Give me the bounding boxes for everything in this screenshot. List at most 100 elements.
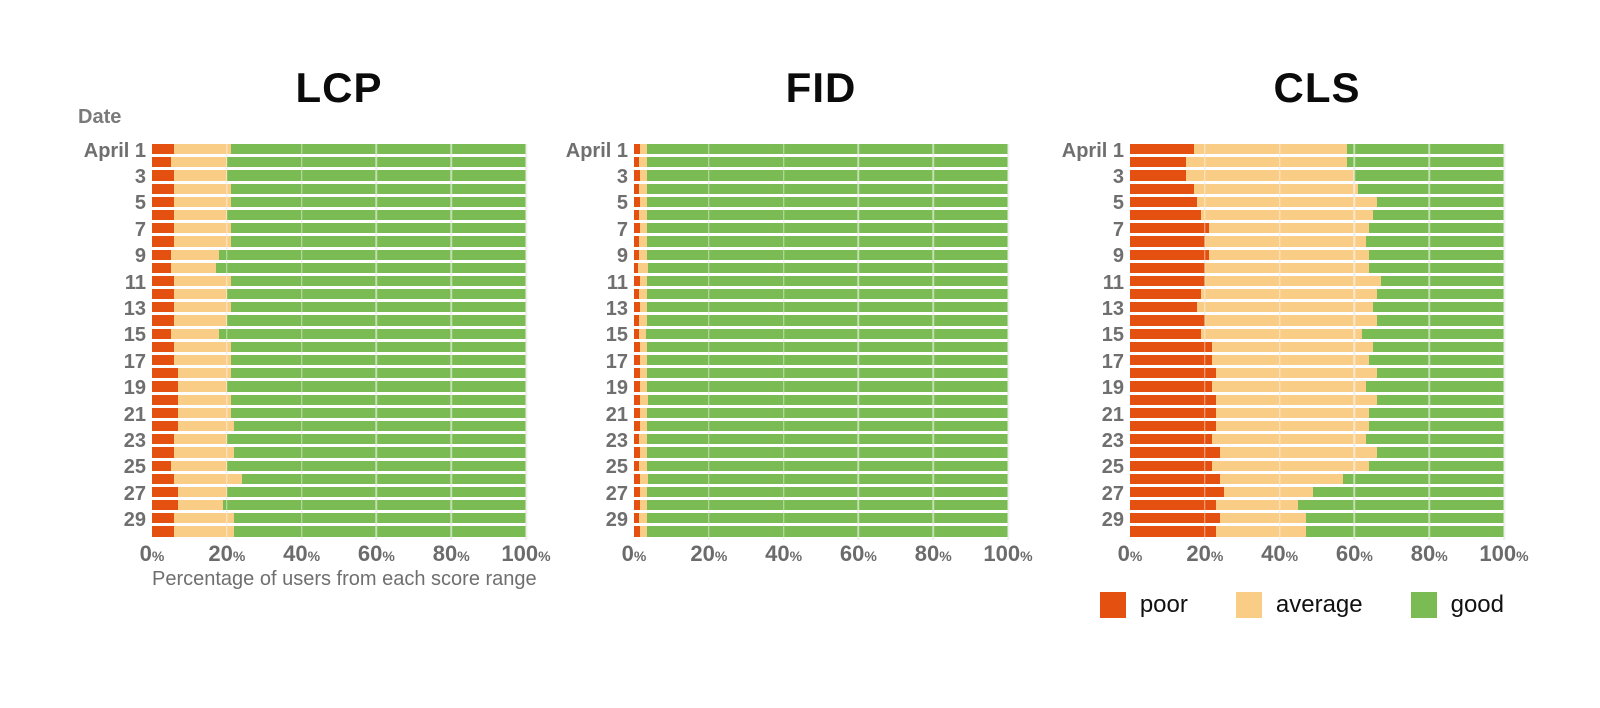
bar-segment-poor	[634, 473, 640, 484]
bar-segment-average	[1193, 144, 1347, 155]
bar-segment-average	[1193, 183, 1359, 194]
bar-segment-average	[1216, 420, 1370, 432]
y-tick-label: 13	[605, 298, 628, 320]
gridline-overlay	[226, 144, 228, 540]
bar-segment-average	[174, 315, 227, 326]
bar-segment-poor	[634, 341, 640, 352]
y-axis-labels: April 1 3 5 7 9 11 13 15 17 19 21 23 25 27 29	[508, 141, 628, 540]
bar-row	[1130, 249, 1504, 260]
bar-row	[1130, 526, 1504, 537]
bar-segment-poor	[634, 328, 639, 339]
bar-segment-good	[1365, 236, 1504, 247]
bar-segment-poor	[1130, 315, 1205, 326]
bar-segment-good	[241, 473, 526, 484]
plot-area-lcp	[152, 144, 527, 540]
bar-segment-good	[230, 302, 526, 313]
bar-segment-poor	[634, 368, 640, 379]
bar-row	[634, 249, 1008, 260]
bar-segment-poor	[1130, 500, 1217, 511]
x-axis-caption: Percentage of users from each score rang…	[152, 568, 537, 590]
bar-row	[634, 355, 1008, 366]
bar-segment-good	[1343, 473, 1504, 484]
bar-segment-average	[1201, 289, 1377, 300]
bar-row	[1130, 328, 1504, 339]
bar-row	[152, 486, 526, 498]
bar-segment-poor	[1130, 355, 1213, 366]
bar-row	[152, 196, 526, 207]
bar-row	[152, 157, 526, 168]
bar-segment-average	[178, 394, 231, 405]
bar-segment-good	[648, 262, 1008, 273]
y-tick-label: 17	[123, 350, 146, 373]
bar-row	[152, 526, 526, 537]
bar-segment-poor	[152, 275, 175, 287]
bar-segment-poor	[634, 434, 640, 445]
bar-segment-average	[639, 434, 647, 445]
bar-row	[634, 183, 1008, 194]
bar-segment-poor	[1130, 183, 1194, 194]
gridline-overlay	[1428, 144, 1430, 540]
bar-segment-average	[639, 526, 648, 537]
bar-segment-good	[1376, 368, 1504, 379]
y-tick-label: 25	[123, 456, 146, 479]
bar-segment-average	[1186, 157, 1347, 168]
bar-row	[1130, 355, 1504, 366]
y-tick-label: 7	[1112, 218, 1124, 241]
bar-segment-good	[230, 394, 526, 405]
bar-segment-good	[223, 500, 526, 511]
bar-segment-poor	[634, 447, 640, 458]
bar-row	[634, 275, 1008, 287]
y-tick-label: 23	[605, 430, 628, 452]
bar-row	[152, 223, 526, 234]
bar-segment-average	[1216, 526, 1306, 537]
x-tick-label: 80%	[914, 541, 952, 566]
y-tick-label: 15	[123, 324, 146, 347]
bar-segment-poor	[1130, 289, 1202, 300]
bar-segment-average	[178, 407, 231, 418]
y-tick-label: April 1	[83, 139, 146, 162]
bar-segment-good	[1376, 447, 1504, 458]
bar-row	[1130, 196, 1504, 207]
bar-segment-poor	[1130, 196, 1198, 207]
bar-segment-average	[174, 341, 231, 352]
bar-row	[152, 368, 526, 379]
y-tick-label: 13	[1101, 298, 1124, 320]
bar-row	[152, 355, 526, 366]
gridline-overlay	[857, 144, 860, 540]
bar-row	[1130, 209, 1504, 221]
bar-segment-good	[234, 420, 526, 432]
y-tick-label: 11	[606, 271, 628, 294]
bar-segment-poor	[1130, 170, 1187, 181]
bar-row	[1130, 486, 1504, 498]
bar-segment-average	[1197, 302, 1374, 313]
bar-segment-poor	[152, 434, 175, 445]
x-tick-label: 40%	[1261, 541, 1299, 566]
bar-segment-average	[174, 209, 227, 221]
bar-segment-poor	[1130, 473, 1220, 484]
bar-segment-poor	[1130, 394, 1217, 405]
gridline-overlay	[1204, 144, 1206, 540]
bar-segment-good	[230, 275, 526, 287]
bar-segment-good	[230, 196, 526, 207]
bar-segment-poor	[1130, 223, 1209, 234]
gridline-overlay	[1278, 144, 1281, 540]
bar-segment-poor	[1130, 341, 1213, 352]
bar-segment-average	[639, 500, 647, 511]
y-tick-label: 11	[1102, 271, 1124, 294]
bar-segment-poor	[1130, 513, 1220, 524]
bar-segment-average	[178, 500, 224, 511]
bar-row	[634, 236, 1008, 247]
gridline-overlay	[1353, 144, 1356, 540]
bar-row	[1130, 341, 1504, 352]
bar-segment-good	[1373, 209, 1504, 221]
bar-segment-good	[646, 500, 1008, 511]
bar-segment-good	[647, 341, 1008, 352]
bar-segment-average	[639, 275, 648, 287]
legend-label-poor: poor	[1139, 591, 1188, 618]
bar-segment-average	[1204, 275, 1381, 287]
bar-segment-good	[647, 420, 1008, 432]
bar-row	[152, 341, 526, 352]
bar-row	[634, 434, 1008, 445]
bar-segment-average	[174, 526, 235, 537]
bar-row	[152, 407, 526, 418]
